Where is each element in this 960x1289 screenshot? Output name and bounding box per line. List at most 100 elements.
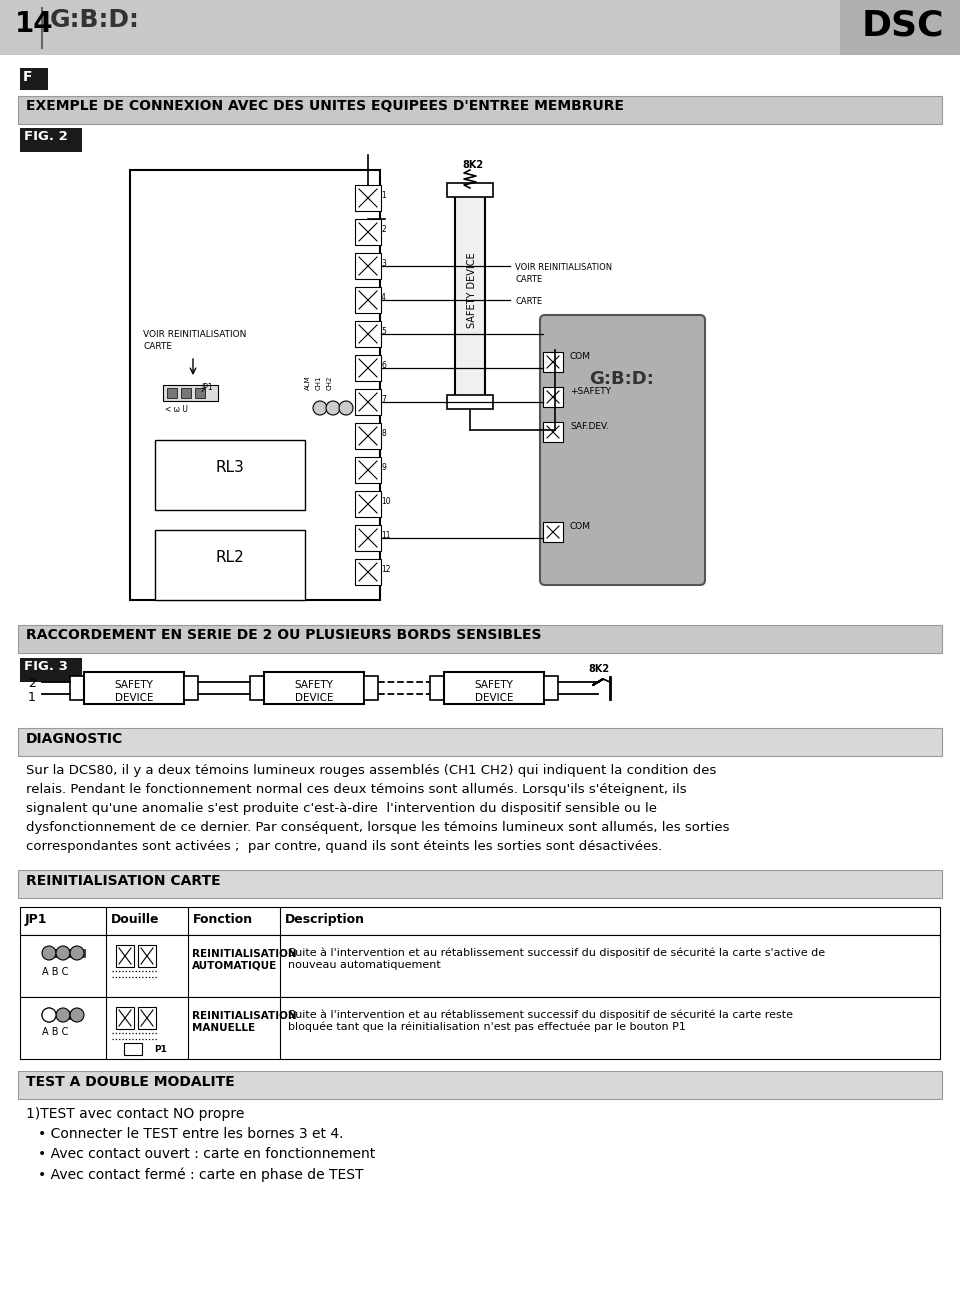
Bar bbox=[444, 672, 544, 704]
Text: DIAGNOSTIC: DIAGNOSTIC bbox=[26, 732, 123, 746]
Bar bbox=[18, 625, 942, 654]
Bar bbox=[18, 728, 942, 757]
Bar bbox=[355, 458, 381, 483]
Bar bbox=[355, 491, 381, 517]
Text: nouveau automatiquement: nouveau automatiquement bbox=[288, 960, 441, 971]
Bar bbox=[18, 1071, 942, 1100]
Text: +SAFETY: +SAFETY bbox=[570, 387, 611, 396]
Bar bbox=[195, 388, 205, 398]
Text: DEVICE: DEVICE bbox=[115, 693, 154, 703]
Circle shape bbox=[326, 401, 340, 415]
Text: G:B:D:: G:B:D: bbox=[50, 8, 140, 32]
FancyBboxPatch shape bbox=[540, 315, 705, 585]
Text: 3: 3 bbox=[381, 259, 386, 268]
Text: RACCORDEMENT EN SERIE DE 2 OU PLUSIEURS BORDS SENSIBLES: RACCORDEMENT EN SERIE DE 2 OU PLUSIEURS … bbox=[26, 628, 541, 642]
Bar bbox=[84, 672, 184, 704]
Bar bbox=[0, 55, 960, 85]
Text: signalent qu'une anomalie s'est produite c'est-à-dire  l'intervention du disposi: signalent qu'une anomalie s'est produite… bbox=[26, 802, 657, 815]
Text: Suite à l'intervention et au rétablissement successif du dispositif de sécurité : Suite à l'intervention et au rétablissem… bbox=[288, 947, 826, 958]
Bar bbox=[447, 183, 493, 197]
Bar bbox=[0, 0, 960, 55]
Text: 14: 14 bbox=[15, 10, 54, 37]
Text: DEVICE: DEVICE bbox=[475, 693, 514, 703]
Bar bbox=[430, 675, 444, 700]
Bar bbox=[543, 352, 563, 373]
Bar bbox=[155, 440, 305, 510]
Bar bbox=[544, 675, 558, 700]
Bar bbox=[364, 675, 378, 700]
Text: dysfonctionnement de ce dernier. Par conséquent, lorsque les témoins lumineux so: dysfonctionnement de ce dernier. Par con… bbox=[26, 821, 730, 834]
Text: Douille: Douille bbox=[111, 913, 159, 926]
Bar bbox=[138, 1007, 156, 1029]
Text: 4: 4 bbox=[381, 293, 386, 302]
Text: VOIR REINITIALISATION: VOIR REINITIALISATION bbox=[515, 263, 612, 272]
Bar bbox=[545, 320, 700, 580]
Bar bbox=[264, 672, 364, 704]
Text: DSC: DSC bbox=[862, 8, 945, 43]
Text: G:B:D:: G:B:D: bbox=[589, 370, 655, 388]
Text: FIG. 3: FIG. 3 bbox=[24, 660, 68, 673]
Text: FIG. 2: FIG. 2 bbox=[24, 130, 68, 143]
Text: F: F bbox=[22, 70, 32, 84]
Bar bbox=[355, 287, 381, 313]
Bar bbox=[840, 0, 960, 55]
Bar bbox=[20, 68, 48, 90]
Text: bloquée tant que la réinitialisation n'est pas effectuée par le bouton P1: bloquée tant que la réinitialisation n'e… bbox=[288, 1022, 685, 1032]
Bar bbox=[167, 388, 177, 398]
Text: SAFETY: SAFETY bbox=[295, 681, 333, 690]
Text: • Connecter le TEST entre les bornes 3 et 4.: • Connecter le TEST entre les bornes 3 e… bbox=[38, 1127, 344, 1141]
Bar bbox=[543, 422, 563, 442]
Bar bbox=[250, 675, 264, 700]
Text: CARTE: CARTE bbox=[143, 342, 172, 351]
Text: 1: 1 bbox=[28, 691, 36, 704]
Bar bbox=[184, 675, 198, 700]
Bar bbox=[116, 945, 134, 967]
Text: AUTOMATIQUE: AUTOMATIQUE bbox=[192, 962, 277, 971]
Text: SAFETY: SAFETY bbox=[114, 681, 154, 690]
Bar bbox=[447, 394, 493, 409]
Circle shape bbox=[70, 1008, 84, 1022]
Bar bbox=[138, 945, 156, 967]
Circle shape bbox=[42, 1008, 56, 1022]
Bar bbox=[355, 559, 381, 585]
Bar bbox=[355, 389, 381, 415]
Text: VOIR REINITIALISATION: VOIR REINITIALISATION bbox=[143, 330, 247, 339]
Text: JP1: JP1 bbox=[25, 913, 47, 926]
Text: Description: Description bbox=[285, 913, 365, 926]
Text: 2: 2 bbox=[28, 677, 36, 690]
Bar bbox=[181, 388, 191, 398]
Text: • Avec contact fermé : carte en phase de TEST: • Avec contact fermé : carte en phase de… bbox=[38, 1167, 364, 1182]
Bar bbox=[543, 522, 563, 541]
Bar bbox=[43, 949, 85, 956]
Text: REINITIALISATION: REINITIALISATION bbox=[192, 949, 297, 959]
Text: 12: 12 bbox=[381, 565, 391, 574]
Text: < ω U: < ω U bbox=[165, 405, 188, 414]
Text: 8: 8 bbox=[381, 429, 386, 438]
Text: SAFETY: SAFETY bbox=[474, 681, 514, 690]
Bar bbox=[116, 1007, 134, 1029]
Text: SAFETY DEVICE: SAFETY DEVICE bbox=[467, 253, 477, 327]
Circle shape bbox=[313, 401, 327, 415]
Circle shape bbox=[70, 946, 84, 960]
Circle shape bbox=[42, 946, 56, 960]
Text: Suite à l'intervention et au rétablissement successif du dispositif de sécurité : Suite à l'intervention et au rétablissem… bbox=[288, 1009, 793, 1020]
Bar bbox=[163, 385, 218, 401]
Bar bbox=[355, 253, 381, 278]
Bar bbox=[355, 321, 381, 347]
Bar bbox=[355, 186, 381, 211]
Bar bbox=[130, 170, 380, 599]
Text: JP1: JP1 bbox=[201, 383, 212, 392]
Text: CH2: CH2 bbox=[327, 375, 333, 391]
Bar bbox=[543, 387, 563, 407]
Bar bbox=[20, 657, 82, 682]
Text: A B C: A B C bbox=[42, 1027, 68, 1036]
Text: A B C: A B C bbox=[42, 967, 68, 977]
Bar bbox=[20, 996, 940, 1060]
Text: 1)TEST avec contact NO propre: 1)TEST avec contact NO propre bbox=[26, 1107, 245, 1121]
Text: 1: 1 bbox=[381, 191, 386, 200]
Text: COM: COM bbox=[570, 522, 591, 531]
Text: MANUELLE: MANUELLE bbox=[192, 1023, 255, 1032]
Bar bbox=[18, 870, 942, 898]
Bar bbox=[63, 1011, 77, 1020]
Text: correspondantes sont activées ;  par contre, quand ils sont éteints les sorties : correspondantes sont activées ; par cont… bbox=[26, 840, 662, 853]
